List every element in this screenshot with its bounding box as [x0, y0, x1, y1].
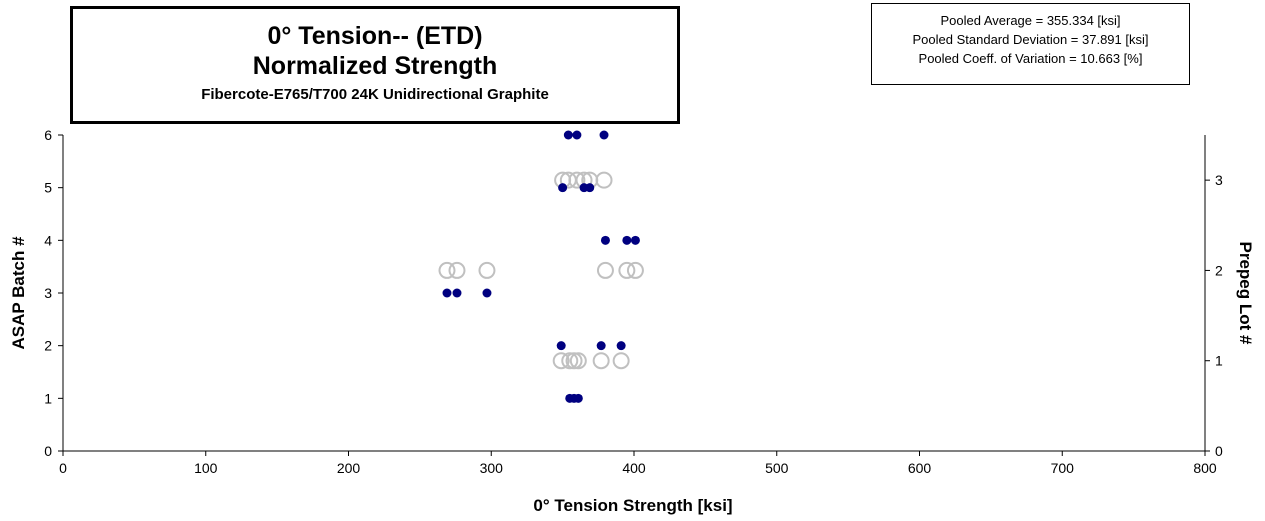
lot-point	[552, 352, 570, 370]
batch-point	[630, 235, 640, 245]
lot-point	[478, 261, 496, 279]
y-tick-label: 1	[44, 390, 52, 406]
lot-point	[448, 261, 466, 279]
x-tick-label: 100	[194, 460, 218, 476]
pooled-average: Pooled Average = 355.334 [ksi]	[940, 13, 1121, 28]
y2-tick-label: 2	[1215, 262, 1223, 278]
y-tick-label: 6	[44, 127, 52, 143]
y-tick-label: 3	[44, 285, 52, 301]
x-tick-label: 200	[337, 460, 361, 476]
batch-point	[573, 393, 583, 403]
x-tick-label: 400	[622, 460, 646, 476]
batch-point	[563, 130, 573, 140]
y-tick-label: 2	[44, 338, 52, 354]
x-tick-label: 300	[480, 460, 504, 476]
lot-point	[565, 352, 583, 370]
batch-point	[596, 341, 606, 351]
batch-point	[442, 288, 452, 298]
lot-point	[612, 352, 630, 370]
batch-point	[600, 235, 610, 245]
chart-title-box: 0° Tension-- (ETD) Normalized Strength F…	[70, 6, 680, 124]
material-label: Fibercote-E765/T700 24K Unidirectional G…	[201, 86, 549, 103]
y-tick-label: 0	[44, 443, 52, 459]
batch-point	[482, 288, 492, 298]
batch-point	[556, 341, 566, 351]
x-axis-label: 0° Tension Strength [ksi]	[533, 496, 732, 515]
y-tick-label: 4	[44, 232, 52, 248]
x-tick-label: 500	[765, 460, 789, 476]
pooled-stats-box: Pooled Average = 355.334 [ksi] Pooled St…	[871, 3, 1190, 85]
y2-tick-label: 0	[1215, 443, 1223, 459]
batch-point	[452, 288, 462, 298]
y-axis-label: ASAP Batch #	[9, 236, 28, 350]
batch-point	[585, 183, 595, 193]
lot-point	[561, 352, 579, 370]
lot-point	[618, 261, 636, 279]
pooled-std-dev: Pooled Standard Deviation = 37.891 [ksi]	[912, 32, 1149, 47]
lot-point	[626, 261, 644, 279]
chart-subtitle: Normalized Strength	[252, 52, 498, 80]
x-tick-label: 800	[1193, 460, 1217, 476]
chart-title: 0° Tension-- (ETD)	[267, 22, 483, 50]
batch-point	[558, 183, 568, 193]
lot-point	[569, 352, 587, 370]
lot-point	[595, 171, 613, 189]
batch-point	[616, 341, 626, 351]
x-tick-label: 600	[908, 460, 932, 476]
y2-axis-label: Prepeg Lot #	[1236, 242, 1255, 346]
batch-point	[572, 130, 582, 140]
lot-point	[438, 261, 456, 279]
x-tick-label: 0	[59, 460, 67, 476]
data-marks	[438, 130, 644, 403]
lot-point	[592, 352, 610, 370]
lot-point	[596, 261, 614, 279]
batch-point	[622, 235, 632, 245]
pooled-cov: Pooled Coeff. of Variation = 10.663 [%]	[918, 51, 1143, 66]
y2-tick-label: 1	[1215, 353, 1223, 369]
y2-tick-label: 3	[1215, 172, 1223, 188]
lot-point	[568, 171, 586, 189]
x-tick-label: 700	[1051, 460, 1075, 476]
batch-point	[599, 130, 609, 140]
y-tick-label: 5	[44, 180, 52, 196]
